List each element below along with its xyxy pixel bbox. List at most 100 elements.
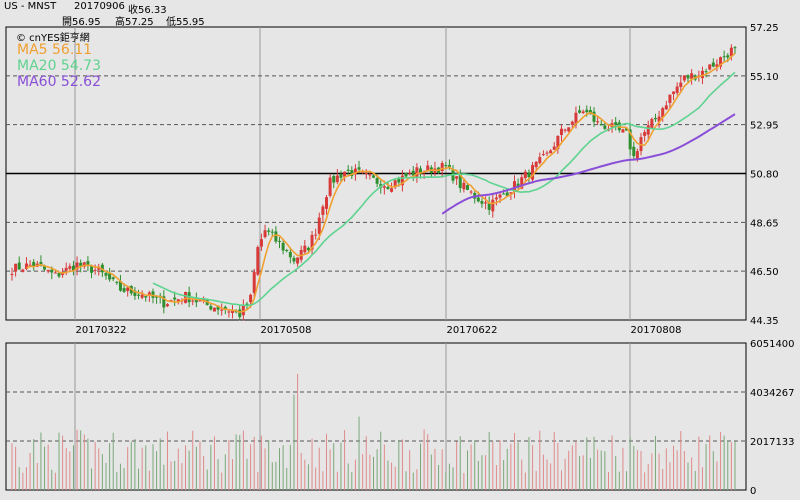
candle-body <box>339 174 343 178</box>
candle-body <box>686 75 690 79</box>
candle-body <box>191 300 195 302</box>
candle-body <box>364 172 368 174</box>
candle-body <box>122 288 126 292</box>
candle-body <box>672 91 676 95</box>
candle-body <box>534 161 538 168</box>
candle-body <box>21 269 25 272</box>
x-tick-label: 20170322 <box>76 325 127 336</box>
candle-body <box>90 266 94 273</box>
candle-body <box>404 173 408 177</box>
header-high: 高57.25 <box>115 17 154 28</box>
candle-body <box>292 257 296 262</box>
candle-body <box>426 165 430 171</box>
candle-body <box>231 310 235 313</box>
candle-body <box>382 186 386 188</box>
volume-tick-label: 2017133 <box>750 437 795 448</box>
candle-body <box>357 167 361 170</box>
candle-body <box>151 291 155 298</box>
volume-tick-label: 4034267 <box>750 388 795 399</box>
candle-body <box>71 265 75 271</box>
candle-body <box>458 174 462 189</box>
candle-body <box>46 270 50 272</box>
candle-body <box>393 180 397 188</box>
candle-body <box>306 247 310 251</box>
candle-body <box>346 169 350 171</box>
candle-body <box>646 125 650 135</box>
candle-body <box>303 245 307 253</box>
candle-body <box>509 192 513 194</box>
candle-body <box>108 273 112 280</box>
candle-body <box>541 154 545 156</box>
candle-body <box>527 172 531 178</box>
candle-body <box>24 263 28 269</box>
y-tick-label: 50.80 <box>750 170 779 181</box>
candle-body <box>234 311 238 313</box>
candle-body <box>274 231 278 242</box>
candle-body <box>285 250 289 252</box>
candle-body <box>144 296 148 298</box>
candle-body <box>93 269 97 271</box>
candle-body <box>165 304 169 307</box>
candle-body <box>82 262 86 267</box>
candle-body <box>238 309 242 318</box>
candle-body <box>270 231 274 233</box>
candle-body <box>476 197 480 202</box>
candle-body <box>715 64 719 67</box>
candle-body <box>628 129 632 150</box>
candle-body <box>567 127 571 132</box>
candle-body <box>556 135 560 149</box>
candle-body <box>643 132 647 136</box>
candle-body <box>408 172 412 174</box>
candle-body <box>53 272 57 274</box>
candle-body <box>202 299 206 301</box>
candle-body <box>14 263 18 272</box>
candle-body <box>621 129 625 133</box>
candle-body <box>719 57 723 67</box>
y-tick-label: 48.65 <box>750 218 779 229</box>
candle-body <box>505 192 509 196</box>
candle-body <box>516 183 520 187</box>
candle-body <box>592 111 596 122</box>
candle-body <box>520 177 524 189</box>
candle-body <box>162 296 166 308</box>
candle-body <box>212 307 216 312</box>
volume-tick-label: 0 <box>750 486 756 497</box>
candle-body <box>86 261 90 265</box>
candle-body <box>317 217 321 234</box>
candle-body <box>249 294 253 303</box>
volume-panel-frame <box>5 342 747 491</box>
candle-body <box>194 299 198 303</box>
candle-body <box>733 47 737 49</box>
candle-body <box>682 75 686 81</box>
candle-body <box>603 125 607 129</box>
candle-body <box>39 261 43 266</box>
candle-body <box>596 121 600 123</box>
candle-body <box>220 309 224 311</box>
candle-body <box>549 150 553 154</box>
candle-body <box>256 247 260 275</box>
candle-body <box>599 123 603 126</box>
candle-body <box>281 242 285 251</box>
candle-body <box>480 201 484 204</box>
candle-body <box>126 287 130 292</box>
candle-body <box>155 296 159 298</box>
candle-body <box>559 128 563 135</box>
candle-body <box>538 157 542 164</box>
candle-body <box>585 109 589 113</box>
candle-body <box>372 175 375 178</box>
legend-ma60: MA60 52.62 <box>17 74 101 90</box>
y-tick-label: 46.50 <box>750 267 779 278</box>
candle-body <box>332 175 336 183</box>
candle-body <box>390 188 394 192</box>
candle-body <box>632 146 636 157</box>
header-close: 收56.33 <box>128 5 167 16</box>
x-tick-label: 20170808 <box>631 325 682 336</box>
candle-body <box>198 300 202 302</box>
candle-body <box>491 199 495 212</box>
candle-body <box>729 47 733 57</box>
candle-body <box>133 290 137 296</box>
candle-body <box>531 165 535 180</box>
candle-body <box>386 186 390 190</box>
candle-body <box>147 292 151 296</box>
